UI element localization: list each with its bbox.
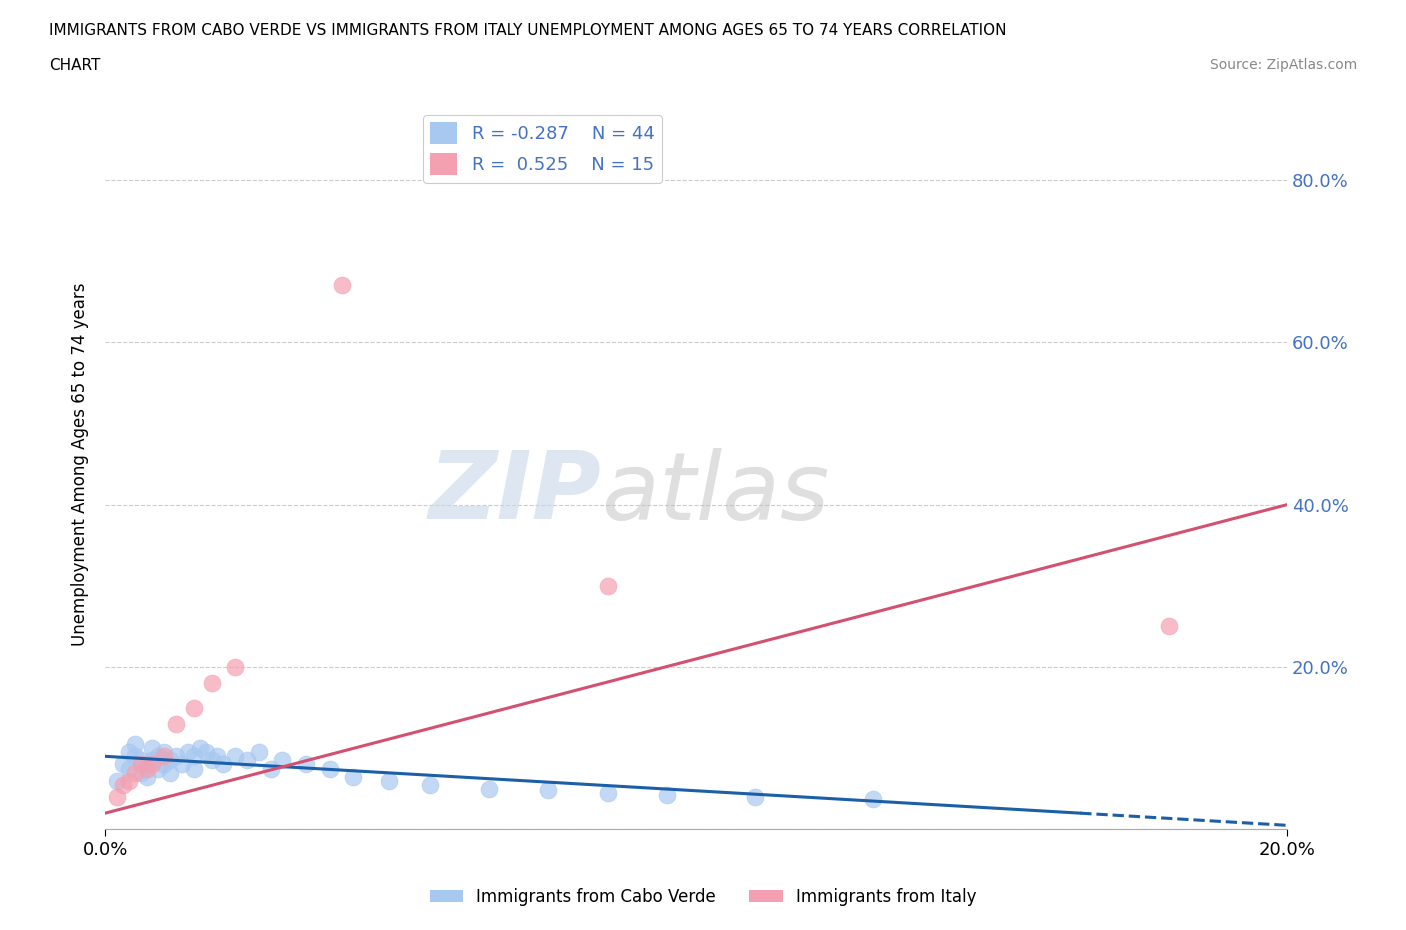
Point [342, 769, 364, 784]
Point [188, 741, 211, 756]
Point [135, 757, 157, 772]
Point [212, 757, 235, 772]
Point [200, 753, 222, 768]
Point [596, 786, 619, 801]
Point [194, 745, 217, 760]
Point [378, 773, 401, 788]
Point [111, 777, 134, 792]
Text: IMMIGRANTS FROM CABO VERDE VS IMMIGRANTS FROM ITALY UNEMPLOYMENT AMONG AGES 65 T: IMMIGRANTS FROM CABO VERDE VS IMMIGRANTS… [49, 23, 1007, 38]
Point [135, 761, 157, 776]
Point [124, 749, 146, 764]
Point [224, 749, 246, 764]
Point [153, 745, 176, 760]
Point [183, 700, 205, 715]
Point [295, 757, 318, 772]
Point [744, 790, 766, 804]
Point [165, 749, 187, 764]
Point [159, 765, 181, 780]
Point [105, 773, 128, 788]
Point [596, 578, 619, 593]
Point [319, 761, 342, 776]
Point [1157, 619, 1180, 634]
Point [236, 753, 259, 768]
Point [129, 757, 152, 772]
Point [111, 757, 134, 772]
Point [247, 745, 270, 760]
Text: ZIP: ZIP [429, 447, 602, 539]
Point [271, 753, 294, 768]
Point [165, 716, 187, 731]
Point [118, 761, 141, 776]
Y-axis label: Unemployment Among Ages 65 to 74 years: Unemployment Among Ages 65 to 74 years [72, 283, 89, 645]
Point [153, 749, 176, 764]
Point [135, 769, 157, 784]
Point [177, 745, 200, 760]
Point [183, 761, 205, 776]
Point [224, 659, 246, 674]
Point [537, 783, 560, 798]
Point [148, 761, 170, 776]
Point [141, 753, 163, 768]
Point [200, 676, 222, 691]
Point [207, 749, 229, 764]
Point [129, 753, 152, 768]
Point [419, 777, 441, 792]
Point [183, 749, 205, 764]
Point [153, 757, 176, 772]
Point [124, 765, 146, 780]
Legend: R = -0.287    N = 44, R =  0.525    N = 15: R = -0.287 N = 44, R = 0.525 N = 15 [423, 115, 662, 182]
Text: CHART: CHART [49, 58, 101, 73]
Point [170, 757, 193, 772]
Point [478, 781, 501, 796]
Point [141, 741, 163, 756]
Point [105, 790, 128, 804]
Point [862, 791, 884, 806]
Point [124, 737, 146, 751]
Point [159, 753, 181, 768]
Legend: Immigrants from Cabo Verde, Immigrants from Italy: Immigrants from Cabo Verde, Immigrants f… [423, 881, 983, 912]
Point [118, 745, 141, 760]
Point [330, 278, 353, 293]
Point [118, 773, 141, 788]
Text: atlas: atlas [602, 447, 830, 538]
Text: Source: ZipAtlas.com: Source: ZipAtlas.com [1209, 58, 1357, 72]
Point [129, 765, 152, 780]
Point [141, 757, 163, 772]
Point [148, 749, 170, 764]
Point [655, 788, 678, 803]
Point [260, 761, 283, 776]
